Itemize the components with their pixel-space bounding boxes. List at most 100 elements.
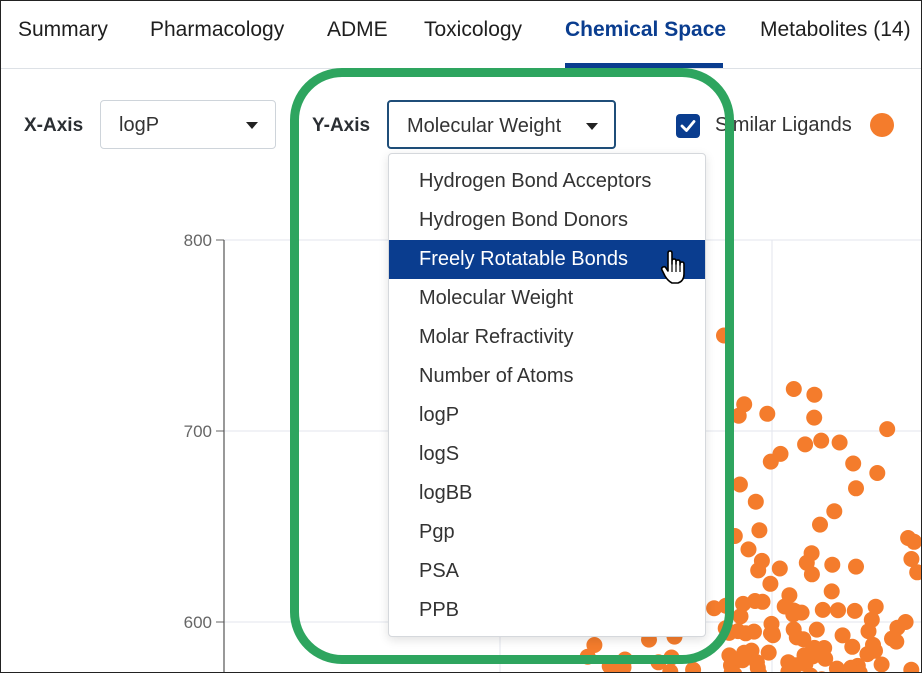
data-point (771, 560, 788, 577)
data-point (721, 647, 738, 664)
data-point (817, 650, 834, 667)
data-point (716, 327, 732, 344)
data-point (785, 381, 802, 397)
tab-bar: Summary Pharmacology ADME Toxicology Che… (0, 0, 922, 69)
similar-ligands-label: Similar Ligands (715, 114, 852, 136)
dropdown-item-freely-rotatable-bonds[interactable]: Freely Rotatable Bonds (389, 240, 705, 279)
data-point (662, 663, 679, 673)
y-axis-dropdown-menu: Hydrogen Bond Acceptors Hydrogen Bond Do… (388, 153, 706, 637)
dropdown-item-hydrogen-bond-acceptors[interactable]: Hydrogen Bond Acceptors (419, 170, 652, 192)
dropdown-item-number-of-atoms[interactable]: Number of Atoms (419, 365, 574, 387)
data-point (873, 656, 890, 673)
data-point (851, 664, 868, 673)
data-point (802, 667, 819, 673)
dropdown-item-logs[interactable]: logS (419, 443, 460, 465)
tab-chemical-space[interactable]: Chemical Space (565, 18, 727, 41)
dropdown-item-ppb[interactable]: PPB (419, 599, 460, 621)
data-point (759, 405, 776, 422)
data-point (685, 661, 702, 673)
tab-pharmacology[interactable]: Pharmacology (150, 18, 285, 41)
legend-marker (870, 113, 894, 137)
data-point (732, 608, 749, 625)
y-tick-label: 800 (184, 231, 212, 250)
y-axis-selected-value: Molecular Weight (407, 115, 562, 137)
data-point (717, 620, 734, 637)
data-point (834, 627, 851, 644)
data-point (747, 493, 764, 510)
data-point (797, 436, 814, 453)
data-point (860, 623, 877, 640)
data-point (760, 644, 777, 661)
data-point (846, 602, 863, 619)
x-axis-select[interactable]: logP (100, 100, 276, 149)
data-point (793, 604, 810, 621)
data-point (735, 595, 752, 612)
data-point (903, 661, 920, 673)
dropdown-item-molecular-weight[interactable]: Molecular Weight (419, 287, 574, 309)
chevron-down-icon (246, 122, 258, 129)
dropdown-item-logp[interactable]: logP (419, 404, 460, 426)
data-point (879, 421, 896, 438)
check-icon (680, 120, 696, 132)
data-point (806, 639, 823, 656)
data-point (780, 654, 797, 671)
data-point (650, 654, 667, 671)
data-point (831, 434, 848, 451)
data-point (740, 541, 757, 558)
x-axis-label: X-Axis (24, 115, 84, 136)
y-axis-label: Y-Axis (312, 115, 371, 136)
dropdown-item-molar-refractivity[interactable]: Molar Refractivity (419, 326, 574, 348)
y-axis-select[interactable]: Molecular Weight (387, 100, 616, 149)
y-axis: 800 700 600 (184, 231, 225, 673)
tab-summary[interactable]: Summary (18, 18, 108, 41)
data-point (826, 503, 843, 520)
data-point (731, 476, 748, 493)
tab-toxicology[interactable]: Toxicology (424, 18, 523, 41)
data-point (601, 658, 618, 673)
data-point (814, 601, 831, 618)
data-point (754, 593, 771, 610)
data-point (845, 455, 862, 472)
y-tick-label: 700 (184, 422, 212, 441)
data-point (751, 666, 768, 673)
data-point (717, 597, 734, 614)
x-axis-selected-value: logP (119, 114, 160, 136)
data-point (828, 660, 845, 673)
data-point (903, 551, 920, 567)
tab-adme[interactable]: ADME (327, 18, 388, 41)
data-point (884, 630, 900, 647)
data-point (586, 637, 603, 653)
active-tab-indicator (565, 63, 723, 68)
data-point (762, 453, 779, 470)
similar-ligands-checkbox[interactable] (676, 114, 700, 138)
data-point (813, 432, 830, 449)
data-point (848, 558, 864, 575)
data-point (785, 621, 802, 638)
data-point (812, 516, 828, 533)
data-point (909, 564, 922, 581)
chevron-down-icon (586, 123, 598, 130)
hand-pointer-icon (660, 250, 685, 284)
data-point (765, 627, 781, 644)
data-point (848, 480, 864, 497)
dropdown-item-hydrogen-bond-donors[interactable]: Hydrogen Bond Donors (419, 209, 629, 231)
dropdown-item-pgp[interactable]: Pgp (419, 521, 455, 543)
data-point (869, 465, 886, 481)
data-point (806, 409, 823, 426)
data-point (906, 533, 922, 550)
data-point (762, 575, 779, 592)
data-point (859, 646, 876, 663)
data-point (737, 625, 754, 642)
data-point (867, 598, 884, 615)
dropdown-item-logbb[interactable]: logBB (419, 482, 473, 504)
data-point (736, 644, 753, 661)
data-point (808, 621, 825, 638)
data-point (844, 638, 861, 655)
data-point (750, 562, 767, 579)
data-point (726, 528, 743, 544)
dropdown-item-psa[interactable]: PSA (419, 560, 460, 582)
tab-metabolites[interactable]: Metabolites (14) (760, 18, 911, 41)
data-point (751, 522, 768, 539)
data-point (824, 556, 841, 573)
y-tick-label: 600 (184, 613, 212, 632)
